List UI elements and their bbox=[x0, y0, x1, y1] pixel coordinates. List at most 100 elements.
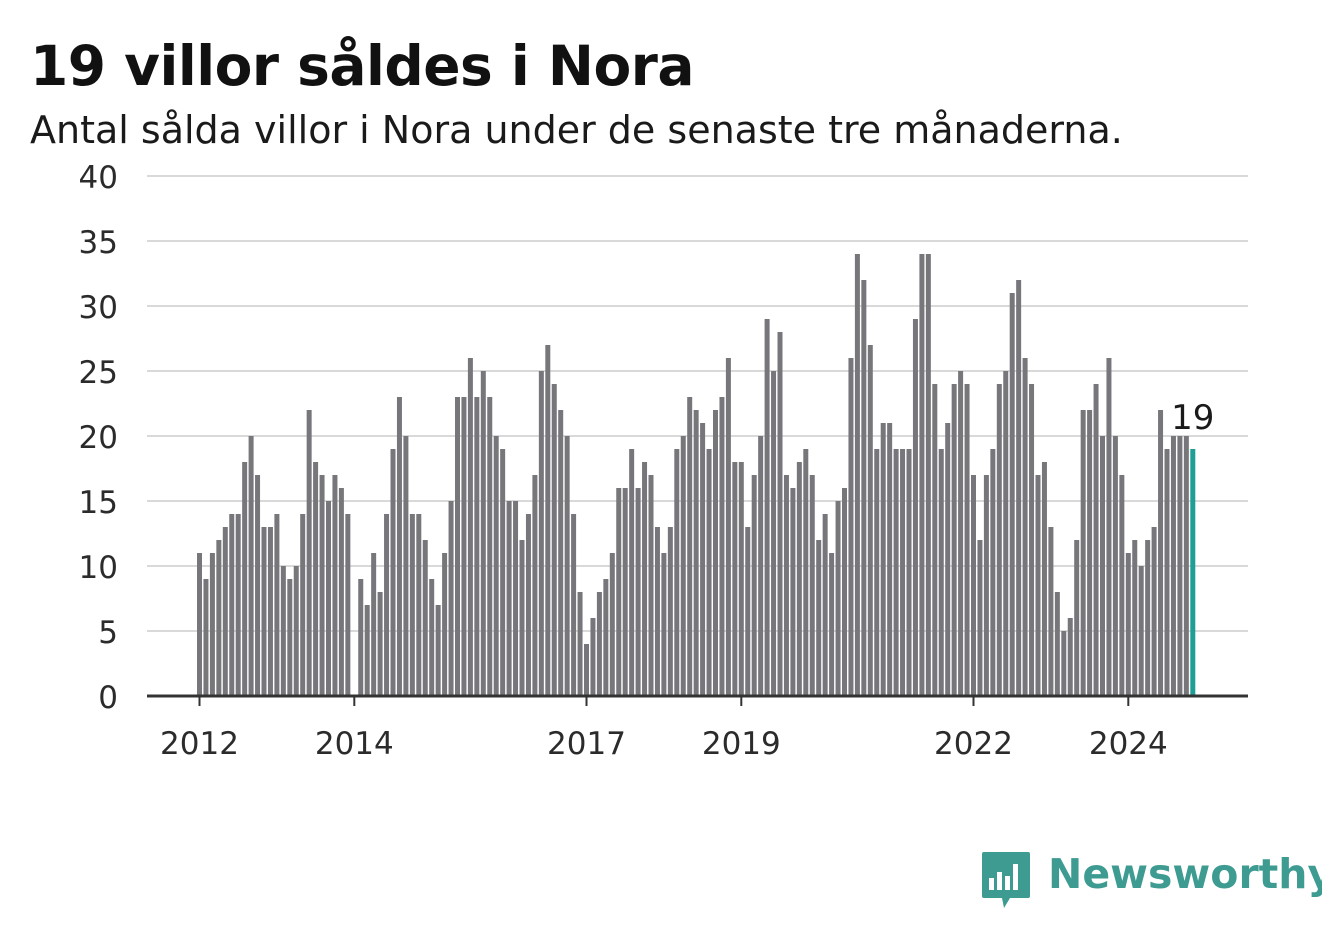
bar bbox=[654, 527, 660, 696]
bar bbox=[1009, 293, 1015, 696]
bar bbox=[493, 436, 499, 696]
bar bbox=[564, 436, 570, 696]
bar bbox=[706, 449, 712, 696]
y-tick-label: 35 bbox=[79, 225, 118, 261]
bar bbox=[1041, 462, 1047, 696]
bar bbox=[642, 462, 648, 696]
bar bbox=[990, 449, 996, 696]
bar bbox=[738, 462, 744, 696]
bar bbox=[1119, 475, 1125, 696]
bar bbox=[364, 605, 370, 696]
bar bbox=[338, 488, 344, 696]
bar bbox=[809, 475, 815, 696]
bar bbox=[958, 371, 964, 696]
bar bbox=[371, 553, 377, 696]
newsworthy-brand: Newsworthy bbox=[980, 850, 1322, 910]
bar bbox=[545, 345, 551, 696]
bar bbox=[274, 514, 280, 696]
bar bbox=[609, 553, 615, 696]
x-tick-label: 2022 bbox=[934, 726, 1013, 762]
bar bbox=[409, 514, 415, 696]
bar bbox=[719, 397, 725, 696]
bar bbox=[674, 449, 680, 696]
bar bbox=[874, 449, 880, 696]
y-tick-label: 15 bbox=[79, 485, 118, 521]
bar bbox=[1100, 436, 1105, 696]
bar bbox=[474, 397, 480, 696]
bar bbox=[525, 514, 531, 696]
bar bbox=[242, 462, 248, 696]
bar bbox=[603, 579, 609, 696]
bar bbox=[700, 423, 706, 696]
bar bbox=[803, 449, 809, 696]
bar bbox=[209, 553, 215, 696]
bar bbox=[1112, 436, 1118, 696]
bar bbox=[1138, 566, 1144, 696]
bar bbox=[667, 527, 673, 696]
chart-title: 19 villor såldes i Nora bbox=[30, 34, 694, 98]
bar bbox=[455, 397, 460, 696]
bar bbox=[500, 449, 506, 696]
bar bbox=[906, 449, 912, 696]
y-tick-label: 30 bbox=[79, 290, 118, 326]
bar bbox=[887, 423, 893, 696]
bar bbox=[384, 514, 390, 696]
bar bbox=[429, 579, 435, 696]
bar bbox=[816, 540, 822, 696]
bar bbox=[332, 475, 338, 696]
bar bbox=[319, 475, 325, 696]
bar bbox=[867, 345, 873, 696]
bar bbox=[267, 527, 273, 696]
bar bbox=[571, 514, 577, 696]
y-tick-label: 25 bbox=[79, 355, 118, 391]
bar bbox=[1054, 592, 1060, 696]
bar bbox=[584, 644, 589, 696]
bar bbox=[758, 436, 764, 696]
bar bbox=[919, 254, 925, 696]
bar bbox=[938, 449, 944, 696]
bar bbox=[842, 488, 847, 696]
x-tick-label: 2024 bbox=[1089, 726, 1168, 762]
y-tick-label: 20 bbox=[79, 420, 118, 456]
bar bbox=[622, 488, 628, 696]
bar bbox=[693, 410, 699, 696]
bar bbox=[248, 436, 254, 696]
bar bbox=[687, 397, 693, 696]
bar bbox=[480, 371, 486, 696]
bar bbox=[790, 488, 796, 696]
bar bbox=[1061, 631, 1067, 696]
bar bbox=[442, 553, 448, 696]
bar bbox=[964, 384, 970, 696]
bar bbox=[1067, 618, 1073, 696]
bar bbox=[835, 501, 841, 696]
last-value-label: 19 bbox=[1171, 398, 1214, 438]
bar bbox=[745, 527, 751, 696]
bar bbox=[1035, 475, 1041, 696]
bar bbox=[764, 319, 770, 696]
bar bbox=[900, 449, 906, 696]
newsworthy-logo-icon bbox=[982, 852, 1030, 908]
bar bbox=[261, 527, 267, 696]
x-tick-label: 2017 bbox=[547, 726, 626, 762]
bar bbox=[713, 410, 718, 696]
bar bbox=[1132, 540, 1138, 696]
bar bbox=[1080, 410, 1086, 696]
bar bbox=[229, 514, 235, 696]
bar bbox=[1048, 527, 1054, 696]
bar bbox=[635, 488, 641, 696]
bar bbox=[203, 579, 209, 696]
bar bbox=[893, 449, 899, 696]
data-labels: 19 bbox=[1171, 398, 1214, 438]
bar bbox=[222, 527, 228, 696]
bar bbox=[235, 514, 241, 696]
bar bbox=[854, 254, 860, 696]
bar bbox=[732, 462, 738, 696]
bar bbox=[616, 488, 622, 696]
bar bbox=[771, 371, 777, 696]
bar bbox=[1158, 410, 1164, 696]
chart-subtitle: Antal sålda villor i Nora under de senas… bbox=[30, 108, 1123, 152]
bar bbox=[280, 566, 286, 696]
brand-name: Newsworthy bbox=[1048, 850, 1322, 898]
bar bbox=[326, 501, 331, 696]
bar bbox=[848, 358, 854, 696]
